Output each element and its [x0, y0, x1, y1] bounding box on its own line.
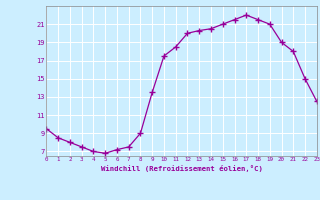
X-axis label: Windchill (Refroidissement éolien,°C): Windchill (Refroidissement éolien,°C): [101, 165, 262, 172]
